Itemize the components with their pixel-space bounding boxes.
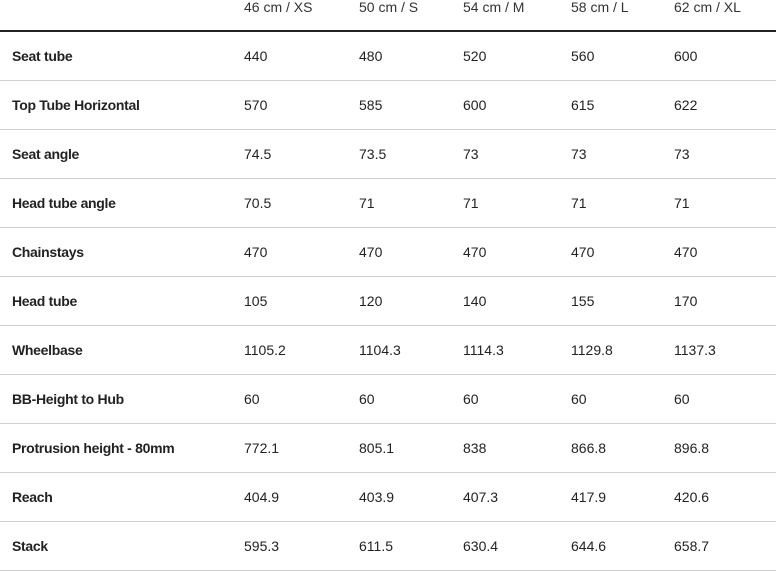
cell-value: 896.8: [674, 440, 710, 456]
cell-value: 71: [359, 195, 375, 211]
cell-value: 407.3: [463, 489, 499, 505]
column-header: 54 cm / M: [463, 0, 525, 15]
table-row: Top Tube Horizontal 570 585 600 615 622: [0, 81, 776, 130]
cell-value: 404.9: [244, 489, 280, 505]
cell-value: 520: [463, 48, 487, 64]
table-row: BB-Height to Hub 60 60 60 60 60: [0, 375, 776, 424]
cell-value: 470: [571, 244, 595, 260]
cell-value: 570: [244, 97, 268, 113]
table-row: Chainstays 470 470 470 470 470: [0, 228, 776, 277]
cell-value: 585: [359, 97, 383, 113]
row-label: Protrusion height - 80mm: [12, 440, 175, 456]
row-label: Head tube: [12, 293, 77, 309]
header-rule: [0, 30, 776, 32]
cell-value: 60: [674, 391, 690, 407]
cell-value: 70.5: [244, 195, 272, 211]
column-header: 62 cm / XL: [674, 0, 741, 15]
row-label: Reach: [12, 489, 53, 505]
cell-value: 120: [359, 293, 383, 309]
cell-value: 71: [674, 195, 690, 211]
column-header: 50 cm / S: [359, 0, 419, 15]
row-label: BB-Height to Hub: [12, 391, 124, 407]
cell-value: 560: [571, 48, 595, 64]
row-label: Head tube angle: [12, 195, 116, 211]
cell-value: 480: [359, 48, 383, 64]
cell-value: 600: [463, 97, 487, 113]
table-row: Stack 595.3 611.5 630.4 644.6 658.7: [0, 522, 776, 571]
cell-value: 1104.3: [359, 342, 401, 358]
row-label: Wheelbase: [12, 342, 83, 358]
table-row: Seat angle 74.5 73.5 73 73 73: [0, 130, 776, 179]
cell-value: 417.9: [571, 489, 607, 505]
cell-value: 470: [463, 244, 487, 260]
cell-value: 1137.3: [674, 342, 716, 358]
cell-value: 658.7: [674, 538, 710, 554]
cell-value: 71: [463, 195, 479, 211]
cell-value: 1105.2: [244, 342, 286, 358]
row-label: Chainstays: [12, 244, 84, 260]
cell-value: 60: [244, 391, 260, 407]
cell-value: 420.6: [674, 489, 710, 505]
row-label: Seat angle: [12, 146, 80, 162]
cell-value: 74.5: [244, 146, 272, 162]
row-label: Stack: [12, 538, 48, 554]
cell-value: 866.8: [571, 440, 607, 456]
cell-value: 615: [571, 97, 595, 113]
table-row: Seat tube 440 480 520 560 600: [0, 32, 776, 81]
table-row: Reach 404.9 403.9 407.3 417.9 420.6: [0, 473, 776, 522]
cell-value: 60: [571, 391, 587, 407]
row-label: Top Tube Horizontal: [12, 97, 140, 113]
cell-value: 60: [463, 391, 479, 407]
column-header: 46 cm / XS: [244, 0, 313, 15]
cell-value: 470: [359, 244, 383, 260]
cell-value: 1129.8: [571, 342, 613, 358]
cell-value: 73: [571, 146, 587, 162]
cell-value: 403.9: [359, 489, 395, 505]
cell-value: 155: [571, 293, 595, 309]
cell-value: 470: [244, 244, 268, 260]
cell-value: 600: [674, 48, 698, 64]
table-row: Wheelbase 1105.2 1104.3 1114.3 1129.8 1137.3: [0, 326, 776, 375]
cell-value: 1114.3: [463, 342, 504, 358]
cell-value: 170: [674, 293, 698, 309]
cell-value: 470: [674, 244, 698, 260]
cell-value: 772.1: [244, 440, 280, 456]
cell-value: 595.3: [244, 538, 280, 554]
column-header: 58 cm / L: [571, 0, 629, 15]
cell-value: 622: [674, 97, 698, 113]
cell-value: 838: [463, 440, 487, 456]
cell-value: 440: [244, 48, 268, 64]
cell-value: 73.5: [359, 146, 387, 162]
cell-value: 611.5: [359, 538, 393, 554]
table-row: Head tube angle 70.5 71 71 71 71: [0, 179, 776, 228]
cell-value: 644.6: [571, 538, 607, 554]
table-row: Head tube 105 120 140 155 170: [0, 277, 776, 326]
table-row: Protrusion height - 80mm 772.1 805.1 838 866…: [0, 424, 776, 473]
cell-value: 140: [463, 293, 487, 309]
cell-value: 60: [359, 391, 375, 407]
cell-value: 105: [244, 293, 268, 309]
cell-value: 73: [463, 146, 479, 162]
cell-value: 73: [674, 146, 690, 162]
cell-value: 805.1: [359, 440, 395, 456]
cell-value: 71: [571, 195, 587, 211]
cell-value: 630.4: [463, 538, 499, 554]
row-label: Seat tube: [12, 48, 73, 64]
